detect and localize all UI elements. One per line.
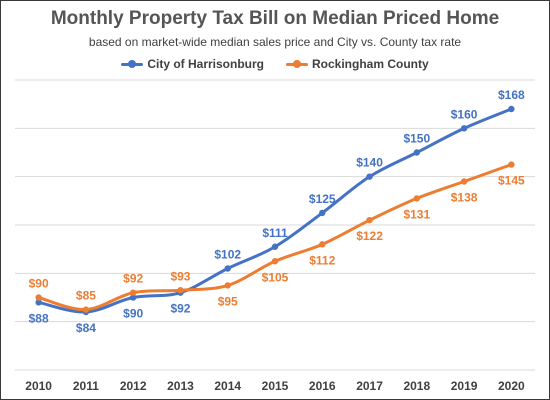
x-tick-label: 2013 <box>167 379 194 393</box>
data-point <box>35 294 42 301</box>
legend: City of Harrisonburg Rockingham County <box>0 57 550 71</box>
x-tick-label: 2017 <box>356 379 383 393</box>
data-label: $105 <box>262 270 289 284</box>
data-point <box>271 258 279 265</box>
data-label: $111 <box>262 226 288 240</box>
data-point <box>413 195 421 202</box>
data-point <box>413 149 421 156</box>
data-label: $93 <box>170 269 190 283</box>
legend-swatch-city <box>121 58 144 70</box>
data-label: $168 <box>498 88 525 102</box>
data-point <box>224 282 231 289</box>
data-point <box>366 173 373 180</box>
data-label: $95 <box>218 294 238 308</box>
x-tick-label: 2010 <box>25 379 52 393</box>
chart-subtitle: based on market-wide median sales price … <box>88 35 462 49</box>
data-label: $90 <box>123 307 143 321</box>
x-tick-label: 2018 <box>403 379 430 393</box>
data-label: $138 <box>451 191 478 205</box>
data-point <box>460 125 468 132</box>
data-label: $140 <box>356 156 383 170</box>
data-point <box>35 299 42 306</box>
data-label: $90 <box>29 277 49 291</box>
data-label: $122 <box>356 229 383 243</box>
data-label: $84 <box>76 321 96 335</box>
data-label: $92 <box>123 272 143 286</box>
x-tick-label: 2019 <box>451 379 478 393</box>
data-point <box>177 287 184 294</box>
legend-swatch-county <box>286 58 308 70</box>
data-point <box>82 306 90 313</box>
data-label: $145 <box>498 174 525 188</box>
data-point <box>224 265 231 272</box>
data-point <box>129 294 137 301</box>
x-tick-label: 2016 <box>309 379 336 393</box>
legend-label-county: Rockingham County <box>312 57 429 71</box>
data-point <box>129 289 137 296</box>
x-tick-label: 2015 <box>262 379 289 393</box>
data-label: $125 <box>309 192 336 206</box>
x-tick-label: 2011 <box>73 379 99 393</box>
x-tick-label: 2014 <box>214 379 241 393</box>
data-label: $150 <box>403 132 430 146</box>
data-label: $102 <box>214 248 241 262</box>
x-tick-label: 2012 <box>120 379 147 393</box>
data-label: $160 <box>451 107 478 121</box>
legend-label-city: City of Harrisonburg <box>147 57 264 71</box>
data-label: $112 <box>309 253 335 267</box>
data-label: $85 <box>76 289 96 303</box>
data-label: $92 <box>170 302 190 316</box>
legend-entry-city: City of Harrisonburg <box>121 57 264 71</box>
x-tick-label: 2020 <box>498 379 525 393</box>
data-label: $88 <box>29 311 49 325</box>
data-point <box>366 216 373 224</box>
data-point <box>319 209 326 217</box>
data-point <box>271 243 279 250</box>
data-point <box>508 161 515 168</box>
legend-entry-county: Rockingham County <box>286 57 429 71</box>
chart-title: Monthly Property Tax Bill on Median Pric… <box>50 8 500 29</box>
data-label: $131 <box>403 207 430 221</box>
data-point <box>319 241 326 248</box>
data-point <box>508 105 515 113</box>
data-point <box>460 178 468 185</box>
